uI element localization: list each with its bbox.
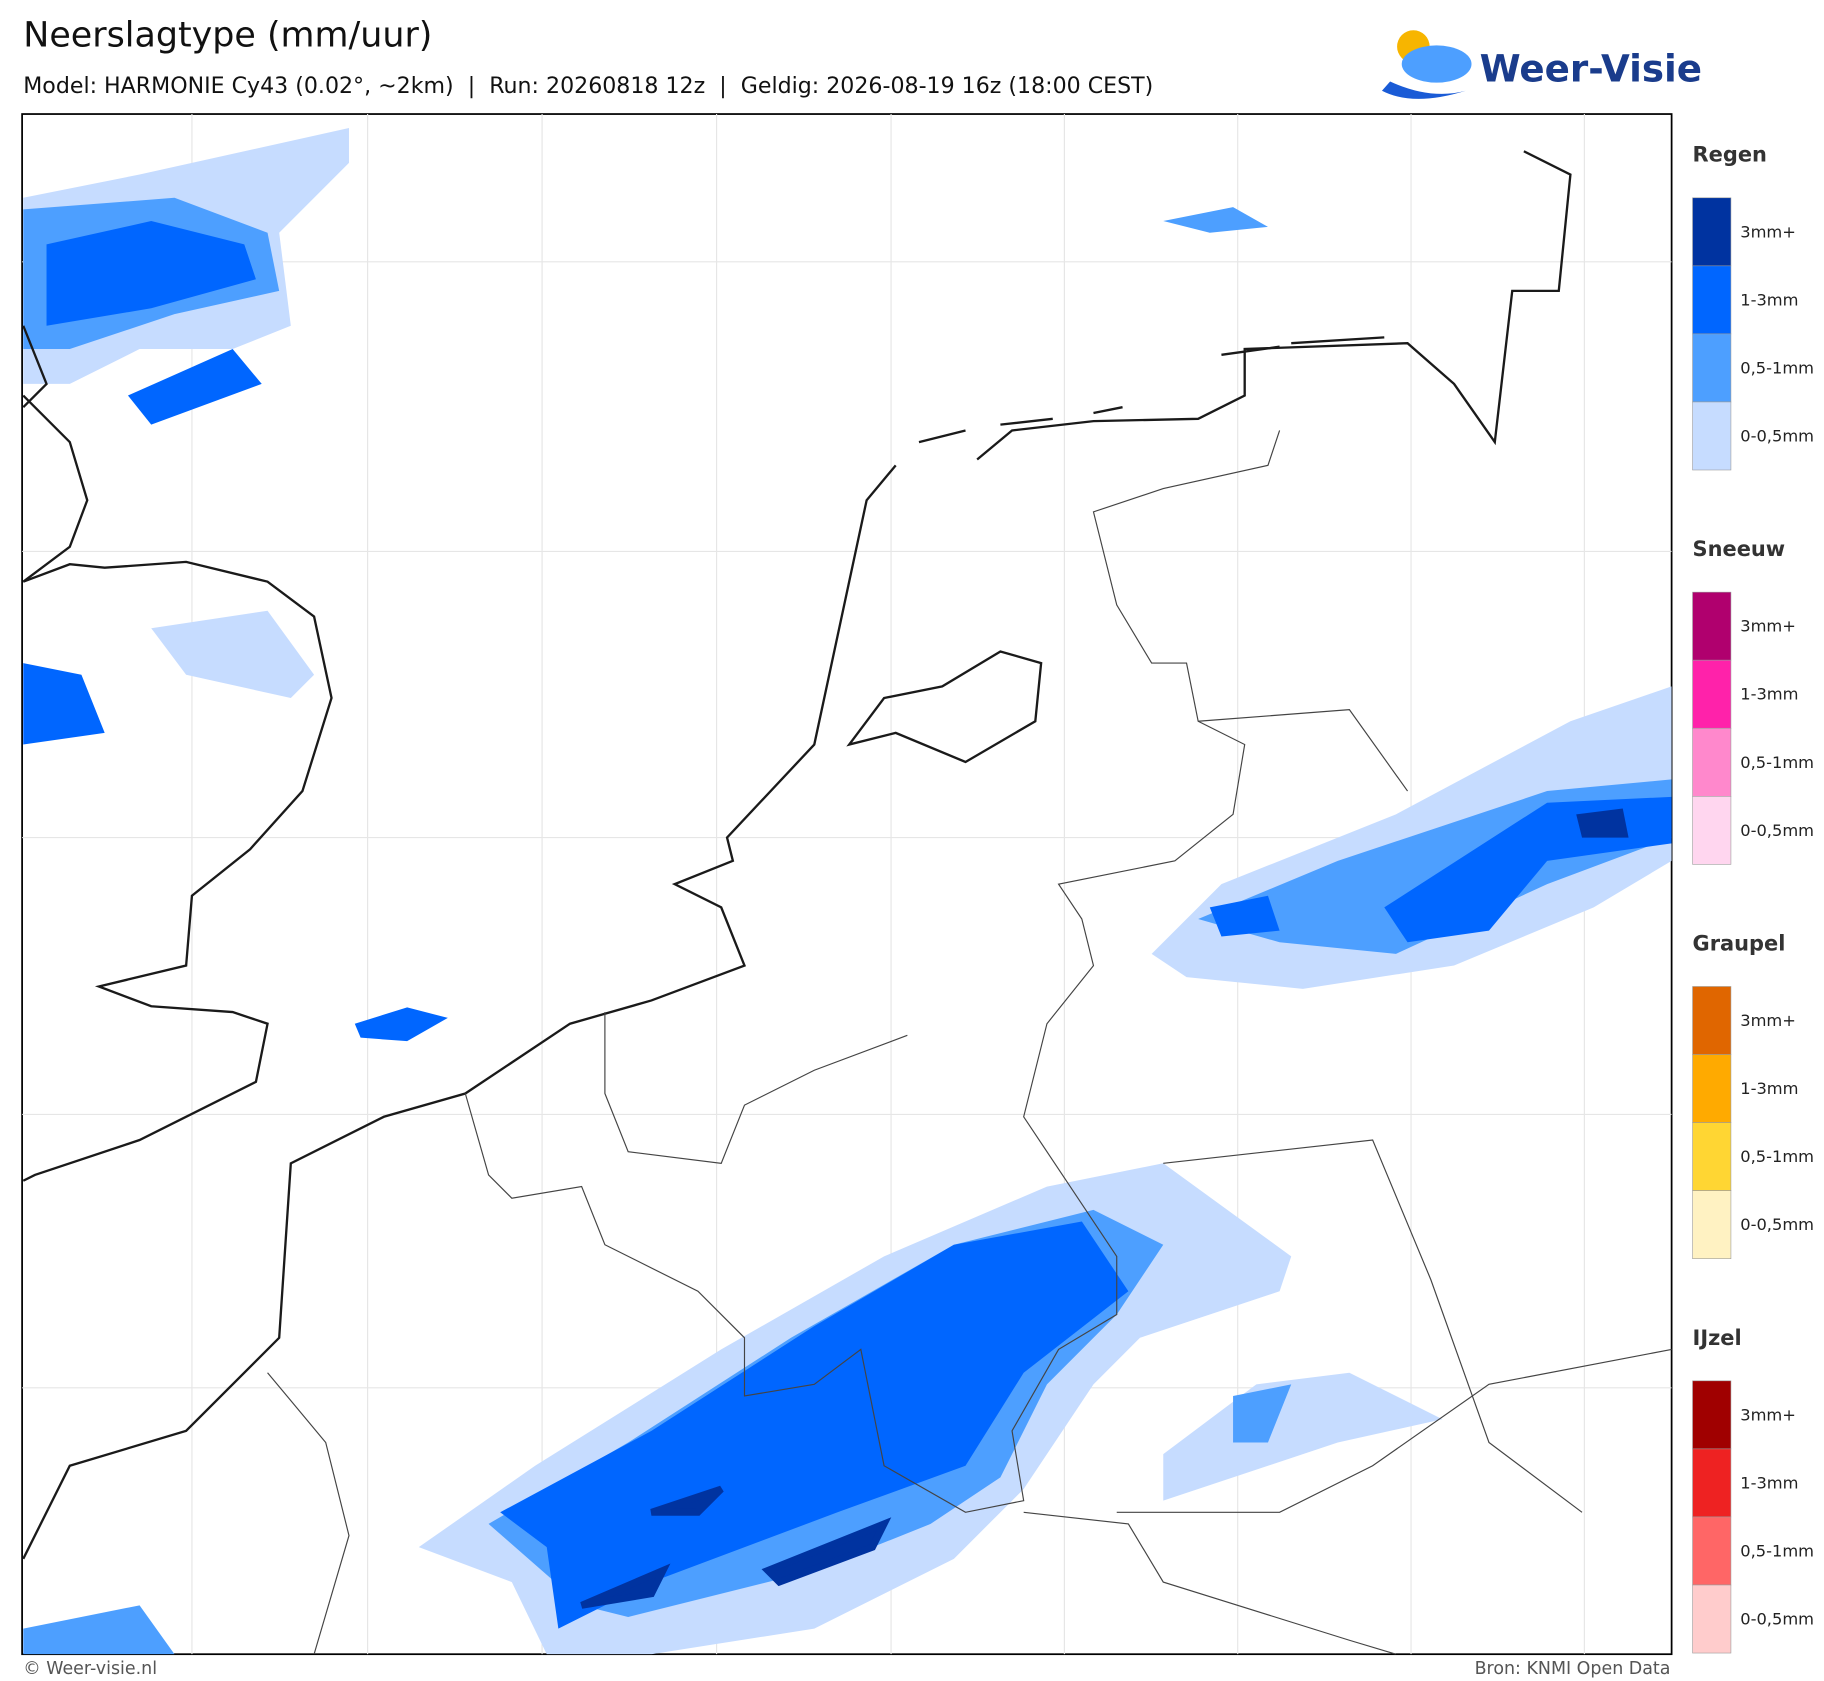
legend-label: 0-0,5mm (1740, 427, 1814, 446)
borders (267, 430, 1672, 1655)
map (21, 113, 1673, 1656)
legend-label: 1-3mm (1740, 290, 1798, 309)
legend-label: 3mm+ (1740, 1405, 1796, 1424)
legend-label: 3mm+ (1740, 222, 1796, 241)
source: Bron: KNMI Open Data (1475, 1659, 1671, 1679)
logo: Weer-Visie (1381, 30, 1702, 99)
legend-swatch (1692, 986, 1732, 1055)
legend-swatch (1692, 333, 1732, 403)
legend-label: 0-0,5mm (1740, 1215, 1814, 1234)
title: Neerslagtype (mm/uur) (23, 16, 432, 56)
legend-swatch (1692, 727, 1732, 797)
logo-text: Weer-Visie (1480, 46, 1702, 90)
legend-swatch (1692, 401, 1732, 471)
legend-swatch (1692, 1054, 1732, 1123)
legend-title: Sneeuw (1693, 537, 1786, 561)
legend-label: 0-0,5mm (1740, 1610, 1814, 1629)
legend-label: 3mm+ (1740, 617, 1796, 636)
legend-swatch (1692, 1584, 1732, 1654)
legend-swatch (1692, 659, 1732, 729)
legend-title: Regen (1693, 143, 1767, 167)
legend-label: 1-3mm (1740, 1079, 1798, 1098)
legend-swatch (1692, 1380, 1732, 1450)
precipitation (23, 128, 1672, 1655)
legend-label: 0,5-1mm (1740, 358, 1814, 377)
legend-swatch (1692, 1190, 1732, 1259)
legend-label: 3mm+ (1740, 1011, 1796, 1030)
legend-swatch (1692, 1448, 1732, 1518)
coastlines (22, 150, 1572, 1560)
legend-swatch (1692, 265, 1732, 335)
legend-title: IJzel (1693, 1326, 1742, 1350)
legend-title: Graupel (1693, 931, 1786, 955)
legend-label: 1-3mm (1740, 1473, 1798, 1492)
copyright: © Weer-visie.nl (23, 1659, 157, 1679)
legend-label: 0-0,5mm (1740, 821, 1814, 840)
legend-label: 0,5-1mm (1740, 1147, 1814, 1166)
legend-label: 0,5-1mm (1740, 753, 1814, 772)
legend-swatch (1692, 1516, 1732, 1586)
legend: Regen 3mm+ 1-3mm 0,5-1mm 0-0,5mm Sneeuw 3mm+ 1-… (1692, 143, 1814, 1654)
legend-label: 0,5-1mm (1740, 1541, 1814, 1560)
legend-label: 1-3mm (1740, 685, 1798, 704)
legend-swatch (1692, 1122, 1732, 1191)
subtitle: Model: HARMONIE Cy43 (0.02°, ~2km) | Run… (23, 73, 1153, 99)
legend-swatch (1692, 796, 1732, 865)
legend-swatch (1692, 591, 1732, 661)
legend-swatch (1692, 197, 1732, 267)
